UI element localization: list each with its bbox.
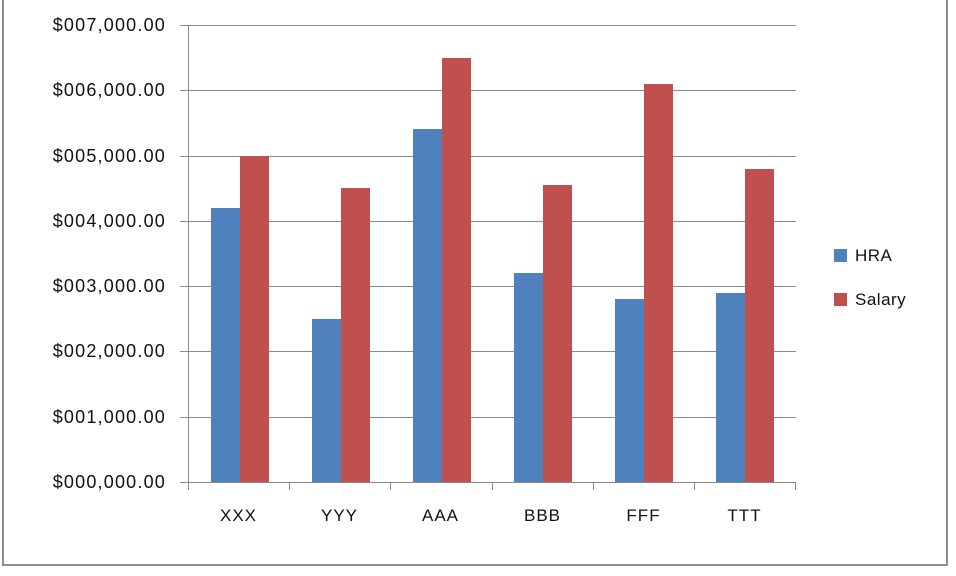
y-axis-tick-mark: [180, 351, 188, 352]
x-axis-tick-mark: [188, 483, 189, 490]
y-axis-tick-label: $004,000.00: [52, 211, 166, 231]
x-axis-category-label: AAA: [421, 506, 460, 525]
y-axis-tick-mark: [180, 417, 188, 418]
x-axis-category-label: TTT: [727, 506, 762, 525]
y-axis-tick-label: $000,000.00: [52, 472, 166, 492]
y-axis-tick-mark: [180, 286, 188, 287]
bar-salary-bbb: [543, 185, 572, 482]
y-axis-tick-mark: [180, 90, 188, 91]
gridline: [189, 351, 796, 352]
bar-hra-fff: [615, 299, 644, 482]
gridline: [189, 156, 796, 157]
y-axis-tick-label: $006,000.00: [52, 80, 166, 100]
x-axis-tick-mark: [289, 483, 290, 490]
bar-salary-yyy: [341, 188, 370, 482]
gridline: [189, 90, 796, 91]
plot-area: [188, 25, 796, 483]
y-axis-tick-label: $007,000.00: [52, 15, 166, 35]
y-axis-tick-label: $003,000.00: [52, 276, 166, 296]
x-axis-category-label: BBB: [523, 506, 562, 525]
x-axis-tick-mark: [694, 483, 695, 490]
y-axis-tick-mark: [180, 25, 188, 26]
legend-item-salary: Salary: [834, 289, 906, 310]
legend-label-hra: HRA: [855, 246, 893, 265]
x-axis-category-label: XXX: [219, 506, 258, 525]
x-axis-tick-mark: [492, 483, 493, 490]
legend-label-salary: Salary: [855, 290, 907, 309]
bar-hra-aaa: [413, 129, 442, 482]
y-axis-tick-label: $002,000.00: [52, 341, 166, 361]
y-axis-tick-mark: [180, 221, 188, 222]
gridline: [189, 221, 796, 222]
gridline: [189, 417, 796, 418]
x-axis-category-label: FFF: [626, 506, 661, 525]
bar-hra-ttt: [716, 293, 745, 482]
x-axis-category-label: YYY: [320, 506, 359, 525]
gridline: [189, 286, 796, 287]
y-axis-tick-mark: [180, 482, 188, 483]
gridline: [189, 25, 796, 26]
bar-hra-xxx: [211, 208, 240, 482]
legend-swatch-hra-icon: [834, 249, 847, 262]
bar-salary-xxx: [240, 156, 269, 482]
y-axis-tick-label: $001,000.00: [52, 407, 166, 427]
bar-salary-fff: [644, 84, 673, 482]
x-axis-tick-mark: [390, 483, 391, 490]
y-axis-tick-label: $005,000.00: [52, 146, 166, 166]
x-axis-tick-mark: [593, 483, 594, 490]
bar-salary-aaa: [442, 58, 471, 482]
x-axis-tick-mark: [795, 483, 796, 490]
legend-swatch-salary-icon: [834, 293, 847, 306]
bar-hra-yyy: [312, 319, 341, 482]
bar-salary-ttt: [745, 169, 774, 482]
legend-item-hra: HRA: [834, 245, 906, 266]
y-axis-tick-mark: [180, 156, 188, 157]
bar-hra-bbb: [514, 273, 543, 482]
legend: HRA Salary: [834, 245, 906, 333]
chart-frame: [2, 0, 948, 566]
